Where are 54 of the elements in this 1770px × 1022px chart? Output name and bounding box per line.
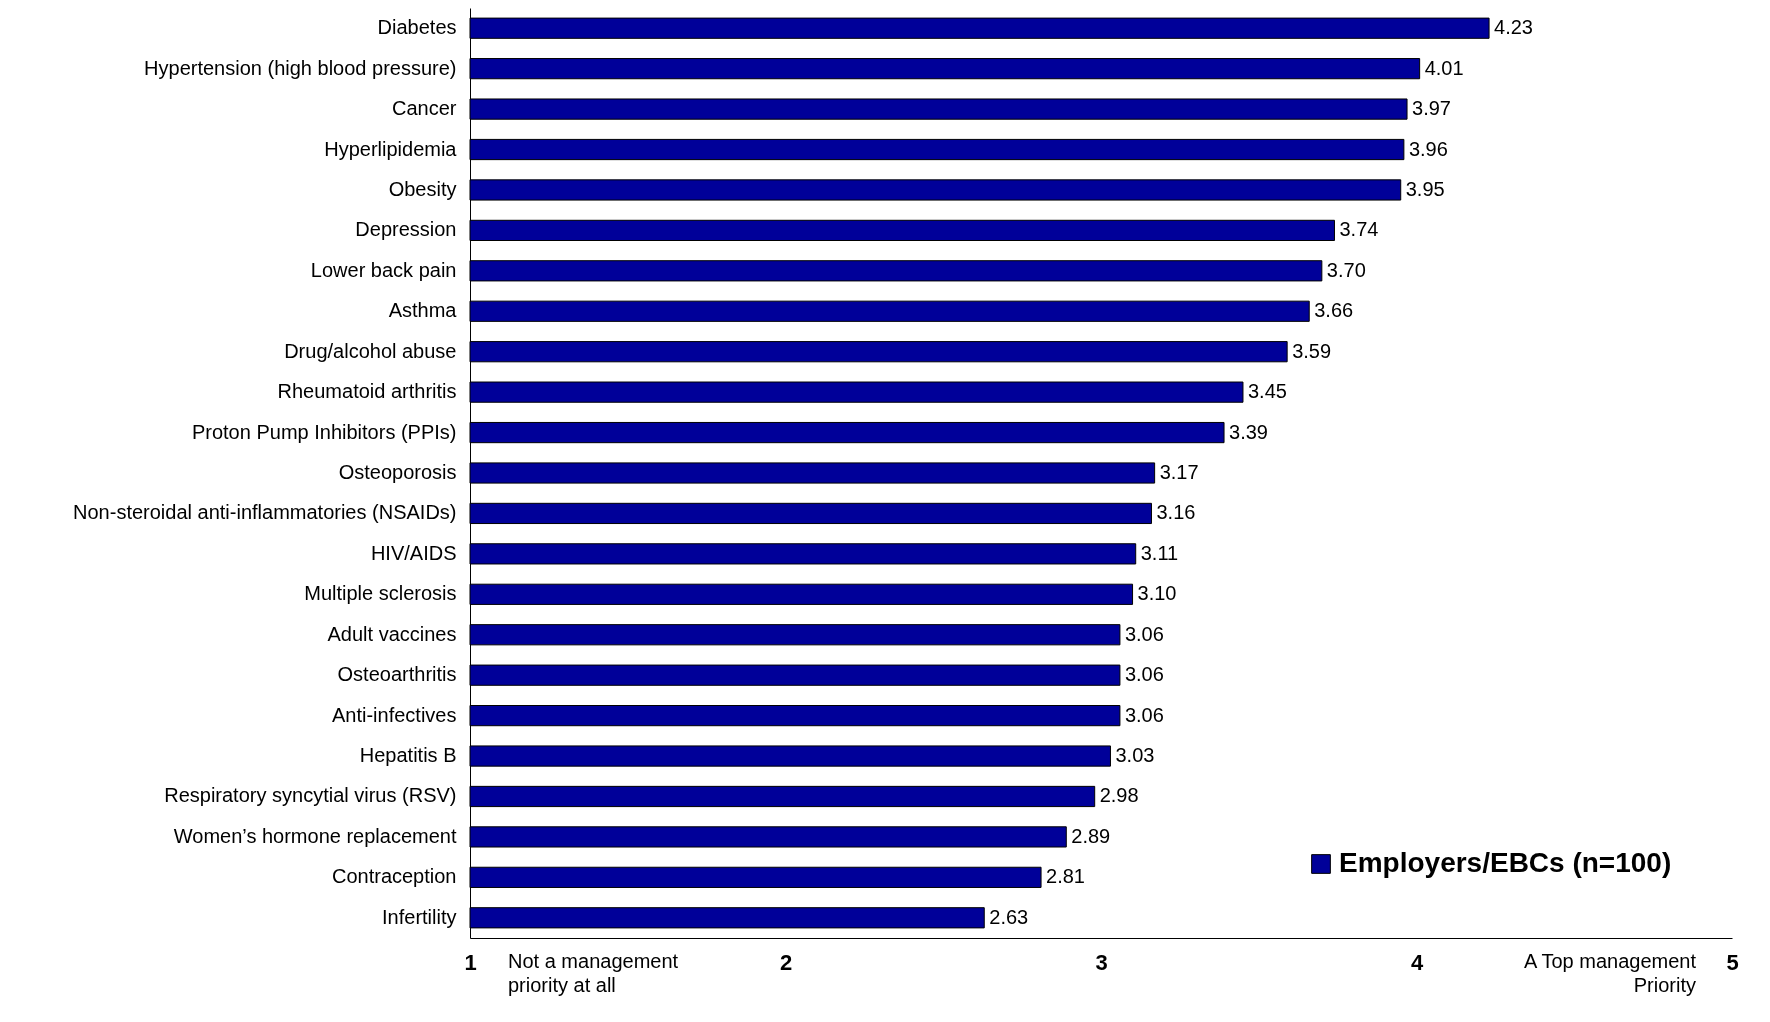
text: 3.16 [1156,501,1196,524]
text: 4.01 [1424,56,1464,79]
y-tick-label: Diabetes [377,16,457,39]
text: 3.96 [1408,137,1448,160]
legend-label: Employers/EBCs (n=100) [1339,847,1672,878]
text: A Top management Priority [1524,950,1697,996]
text: 4.23 [1494,16,1533,39]
text: 3.70 [1326,258,1366,281]
y-tick-label: Women’s hormone replacement [173,824,457,847]
y-tick-label: Respiratory syncytial virus (RSV) [164,784,457,807]
y-tick-label: Rheumatoid arthritis [277,380,457,403]
text: 3.95 [1405,177,1445,200]
y-tick-label: Non-steroidal anti-inflammatories (NSAIDs) [73,501,457,524]
text: 3.59 [1292,339,1332,362]
text: 3.45 [1247,380,1287,403]
y-tick-label: Depression [355,218,457,241]
y-tick-label: Drug/alcohol abuse [284,339,457,362]
x-tick-label: 4 [1410,949,1424,975]
x-tick-label: 2 [779,949,793,975]
y-tick-label: Hyperlipidemia [324,137,458,160]
text: 3.06 [1124,622,1164,645]
text: 2.89 [1071,824,1111,847]
y-tick-label: Cancer [392,97,457,120]
x-tick-label: 5 [1726,949,1739,975]
text: 3.17 [1159,461,1199,483]
y-tick-label: Lower back pain [310,258,457,281]
text: 3.10 [1137,582,1177,605]
y-tick-label: Obesity [388,177,457,200]
text: 3.66 [1314,299,1354,322]
text: 3.06 [1124,703,1164,726]
y-tick-label: Proton Pump Inhibitors (PPIs) [191,420,457,443]
y-tick-label: Anti-infectives [332,703,457,726]
y-tick-label: Contraception [331,865,457,888]
text: 3.97 [1412,97,1451,120]
y-tick-label: Asthma [388,299,458,322]
y-tick-label: Hepatitis B [359,744,457,767]
text: 2.98 [1099,784,1139,807]
y-tick-label: HIV/AIDS [370,541,457,564]
y-tick-label: Adult vaccines [327,622,457,645]
text: Not a management priority at all [508,950,679,996]
y-tick-label: Osteoarthritis [337,663,457,686]
text: 3.06 [1124,663,1164,686]
text: 2.63 [989,905,1029,928]
x-tick-label: 3 [1095,949,1108,975]
y-tick-label: Osteoporosis [338,461,457,483]
y-tick-label: Hypertension (high blood pressure) [144,56,457,79]
y-tick-label: Infertility [382,905,457,928]
y-tick-label: Multiple sclerosis [304,582,457,605]
text: 3.74 [1339,218,1379,241]
text: 3.39 [1229,420,1268,443]
x-tick-label: 1 [464,949,477,975]
text: 3.03 [1115,744,1155,767]
text: 2.81 [1046,865,1085,888]
text: 3.11 [1140,541,1179,564]
